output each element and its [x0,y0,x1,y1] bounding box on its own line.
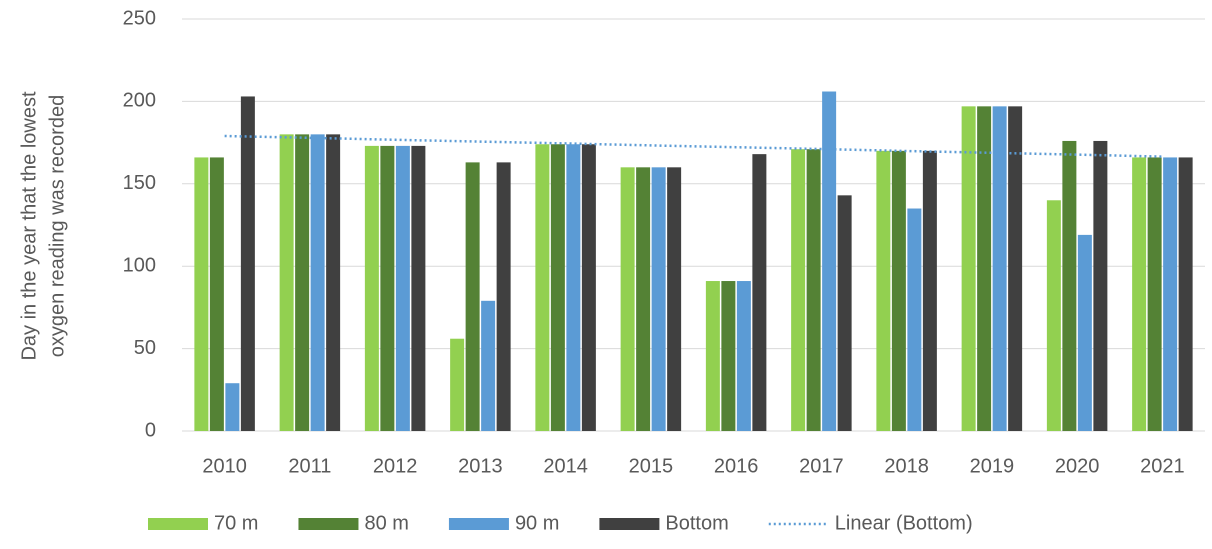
bar [667,167,682,431]
x-tick-label: 2016 [714,455,759,477]
y-tick-label: 50 [134,337,156,359]
bar [752,154,767,432]
bar [651,167,666,431]
y-tick-label: 0 [145,419,156,441]
legend-swatch [148,518,208,530]
bar [961,106,976,432]
bar [1077,234,1092,431]
bar [636,167,651,431]
bar [922,150,937,431]
bar [496,162,511,431]
bar [535,144,550,432]
bar [837,195,852,431]
bar [822,91,837,432]
bar [450,338,465,431]
x-tick-label: 2010 [202,455,247,477]
bar [1062,140,1077,431]
legend-label: Linear (Bottom) [835,512,973,534]
y-axis-label: Day in the year that the lowest [18,91,40,360]
x-tick-label: 2015 [629,455,674,477]
bar [977,106,992,432]
y-tick-label: 100 [123,254,156,276]
bar [194,157,209,431]
bar [326,134,341,432]
bar [1163,157,1178,431]
x-tick-label: 2017 [799,455,844,477]
legend-swatch [448,518,509,530]
bar [1093,140,1108,431]
bar [364,145,379,431]
x-tick-label: 2012 [373,455,418,477]
bar [209,157,224,431]
x-tick-label: 2011 [288,455,331,477]
legend-swatch [298,518,359,530]
bar [550,144,565,432]
x-tick-label: 2020 [1055,455,1100,477]
bar [791,149,806,431]
x-tick-label: 2014 [543,455,588,477]
x-tick-label: 2018 [884,455,929,477]
x-tick-label: 2021 [1140,455,1185,477]
x-tick-label: 2013 [458,455,503,477]
y-tick-label: 200 [123,90,156,112]
bar [891,150,906,431]
y-tick-label: 150 [123,172,156,194]
x-tick-label: 2019 [970,455,1015,477]
legend-label: 80 m [364,512,408,534]
bar [1132,157,1147,431]
legend-label: Bottom [665,512,728,534]
bar [1046,200,1061,431]
bar [721,281,736,431]
bar [992,106,1007,432]
bar [411,145,426,431]
bar [395,145,410,431]
bar [465,162,480,431]
bar [279,134,294,432]
bar [705,281,720,431]
legend-swatch [599,518,660,530]
legend-label: 70 m [214,512,258,534]
bar [806,149,821,431]
bar [566,144,581,432]
y-tick-label: 250 [123,7,156,29]
bar [310,134,325,432]
bar [1008,106,1023,432]
bar [295,134,310,432]
bar [1178,157,1193,431]
legend-label: 90 m [515,512,559,534]
bar [736,281,751,431]
bar [1147,157,1162,431]
bar [907,208,922,431]
bar [240,96,255,432]
bar [225,383,240,431]
bar [876,150,891,431]
bar [481,300,496,431]
y-axis-label: oxygen reading was recorded [46,95,68,357]
bar [581,144,596,432]
bar [380,145,395,431]
bar [620,167,635,431]
trend-line [224,134,1163,158]
